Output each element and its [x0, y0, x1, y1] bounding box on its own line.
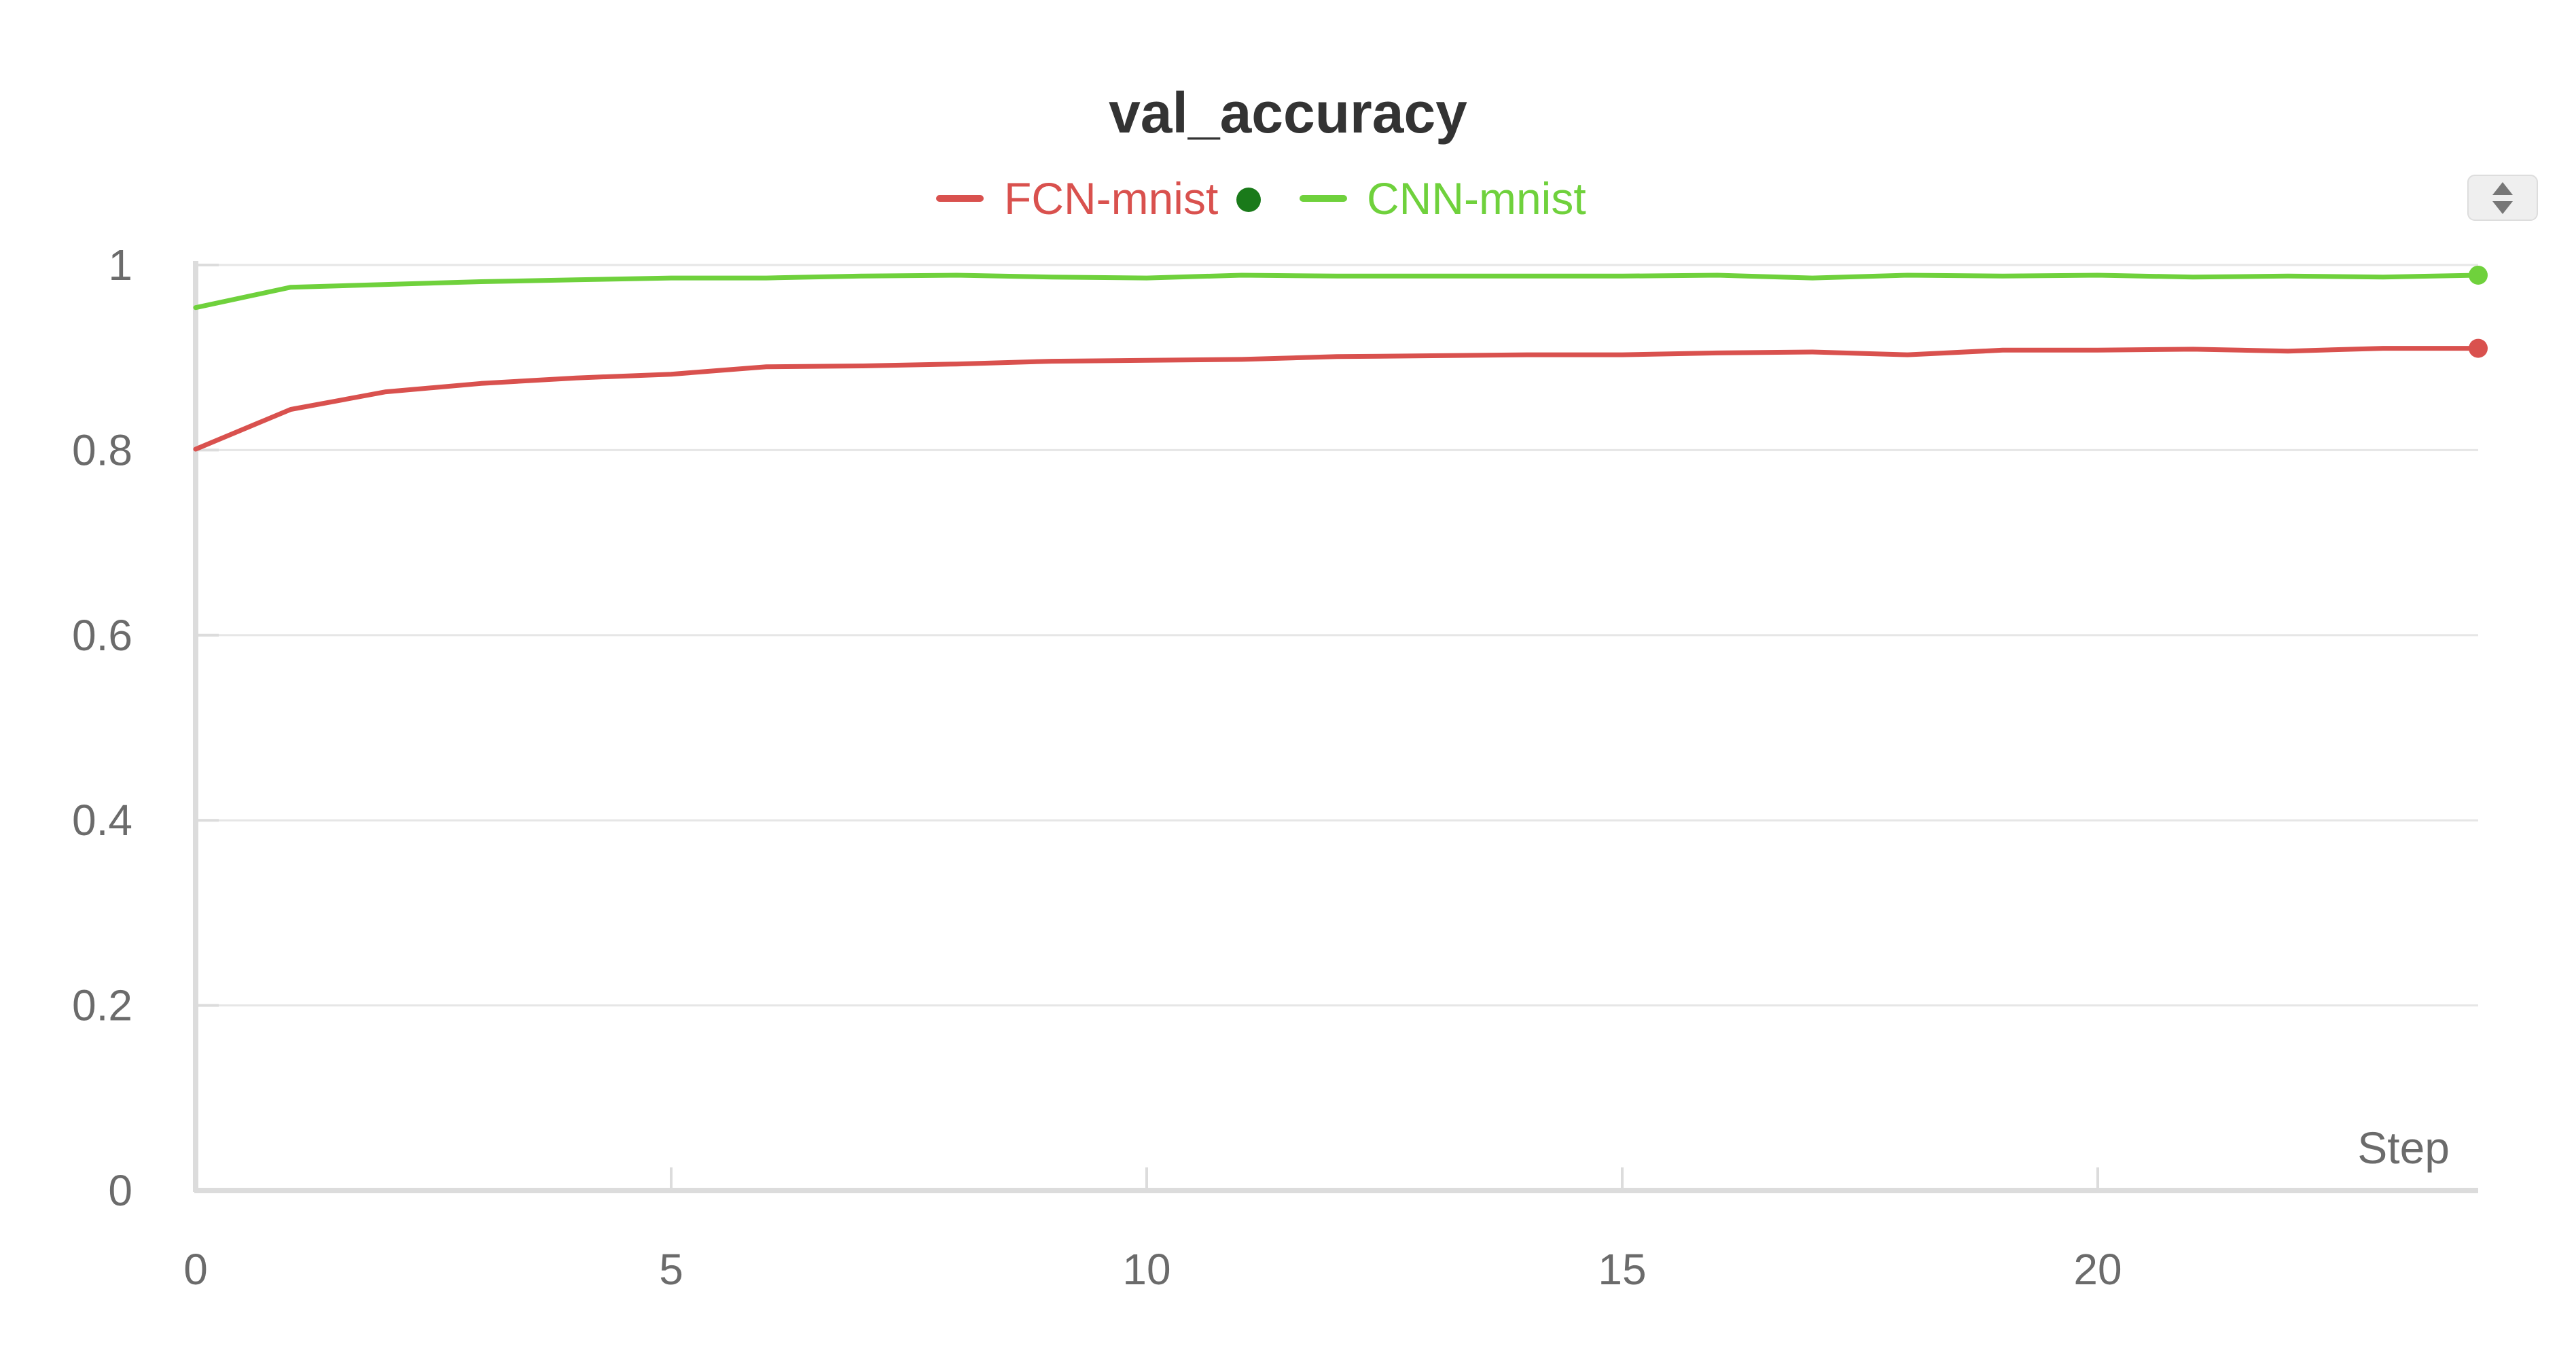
- x-axis-title: Step: [2357, 1123, 2450, 1173]
- x-tick-label: 10: [1122, 1245, 1170, 1294]
- tick-labels: 00.20.40.60.810 5 10 15 20: [72, 241, 2122, 1294]
- sort-control[interactable]: [2467, 175, 2538, 221]
- y-tick-label: 0.2: [72, 981, 132, 1030]
- y-tick-label: 1: [108, 241, 132, 289]
- y-tick-label: 0.6: [72, 611, 132, 660]
- x-tick-label: 20: [2073, 1245, 2122, 1294]
- legend-label-fcn-mnist: FCN-mnist: [1004, 173, 1218, 224]
- legend-label-cnn-mnist: CNN-mnist: [1367, 173, 1586, 224]
- series-line-fcn-mnist: [193, 346, 2481, 452]
- x-tick-label: 0: [183, 1245, 208, 1294]
- sort-up-down-icon: [2492, 182, 2513, 214]
- y-tick-label: 0.8: [72, 425, 132, 474]
- axes: [193, 261, 2478, 1193]
- y-tick-label: 0: [108, 1166, 132, 1215]
- x-tick-label: 15: [1598, 1245, 1646, 1294]
- legend-marker-dot: [1236, 188, 1261, 212]
- series-end-point-fcn-mnist: [2469, 338, 2488, 358]
- chart-title: val_accuracy: [1109, 81, 1467, 145]
- grid-lines: [196, 264, 2478, 1007]
- series-layer: [193, 265, 2488, 452]
- legend: FCN-mnist CNN-mnist: [936, 173, 1586, 224]
- series-end-point-cnn-mnist: [2469, 265, 2488, 285]
- series-line-cnn-mnist: [193, 272, 2481, 311]
- x-tick-label: 5: [659, 1245, 683, 1294]
- y-tick-label: 0.4: [72, 796, 132, 845]
